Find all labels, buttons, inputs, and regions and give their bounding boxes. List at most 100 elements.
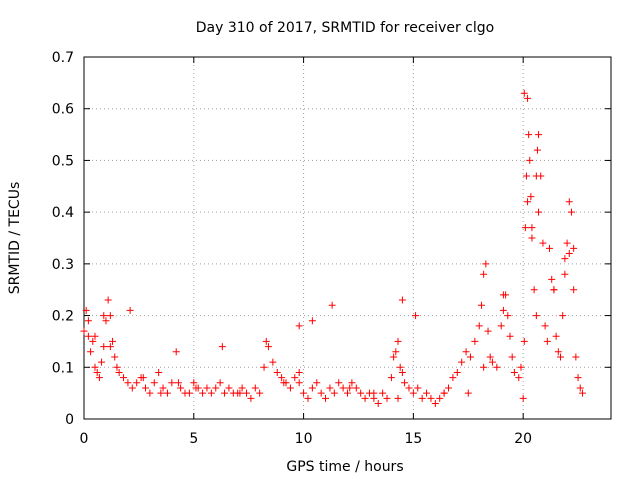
data-point	[100, 343, 108, 351]
data-point	[484, 327, 492, 335]
data-point	[409, 389, 417, 397]
data-point	[528, 224, 536, 232]
data-point	[561, 270, 569, 278]
data-point	[262, 337, 270, 345]
data-point	[535, 208, 543, 216]
data-point	[313, 379, 321, 387]
x-tick-label: 5	[189, 431, 198, 447]
data-point	[330, 389, 338, 397]
data-point	[146, 389, 154, 397]
data-point	[453, 368, 461, 376]
data-point	[106, 312, 114, 320]
data-point	[539, 239, 547, 247]
data-point	[578, 389, 586, 397]
data-point	[414, 384, 422, 392]
data-point	[556, 353, 564, 361]
data-point	[418, 394, 426, 402]
data-point	[431, 399, 439, 407]
data-point	[392, 348, 400, 356]
data-point	[517, 363, 525, 371]
data-point	[379, 389, 387, 397]
data-point	[159, 384, 167, 392]
data-point	[93, 368, 101, 376]
data-point	[84, 317, 92, 325]
data-point	[102, 317, 110, 325]
data-point	[440, 389, 448, 397]
data-point	[466, 353, 474, 361]
data-point	[264, 343, 272, 351]
data-point	[82, 306, 90, 314]
data-point	[572, 353, 580, 361]
data-point	[295, 368, 303, 376]
data-point	[308, 384, 316, 392]
data-point	[339, 384, 347, 392]
data-point	[394, 337, 402, 345]
data-point	[221, 389, 229, 397]
data-point	[304, 394, 312, 402]
data-point	[157, 389, 165, 397]
x-tick-label: 20	[514, 431, 532, 447]
data-point	[190, 379, 198, 387]
y-tick-label: 0.2	[52, 309, 74, 325]
data-point	[150, 379, 158, 387]
data-point	[113, 363, 121, 371]
data-point	[374, 399, 382, 407]
data-point	[346, 384, 354, 392]
data-point	[574, 374, 582, 382]
data-point	[482, 260, 490, 268]
data-point	[390, 353, 398, 361]
data-point	[396, 363, 404, 371]
data-point	[541, 322, 549, 330]
data-point	[216, 379, 224, 387]
data-point	[458, 358, 466, 366]
data-point	[344, 389, 351, 397]
data-point	[480, 270, 488, 278]
data-point	[499, 306, 507, 314]
data-point	[335, 379, 343, 387]
data-point	[174, 379, 182, 387]
data-point	[84, 332, 92, 340]
data-point	[95, 374, 103, 382]
data-point	[561, 255, 569, 263]
data-point	[445, 384, 453, 392]
y-tick-label: 0.6	[52, 102, 74, 118]
data-point	[497, 322, 505, 330]
data-point	[394, 394, 402, 402]
data-point	[493, 363, 501, 371]
data-point	[526, 156, 534, 164]
data-point	[98, 358, 106, 366]
data-point	[115, 368, 123, 376]
data-point	[155, 368, 163, 376]
data-point	[280, 379, 288, 387]
data-point	[462, 348, 470, 356]
data-point	[550, 286, 558, 294]
x-axis-title: GPS time / hours	[286, 459, 403, 475]
x-tick-label: 0	[80, 431, 89, 447]
data-point	[326, 384, 334, 392]
data-point	[543, 337, 551, 345]
data-point	[383, 394, 391, 402]
data-point	[348, 379, 356, 387]
data-point	[522, 172, 530, 180]
data-point	[133, 379, 141, 387]
data-point	[559, 312, 567, 320]
y-tick-label: 0	[65, 412, 74, 428]
data-point	[295, 322, 303, 330]
data-point	[177, 384, 185, 392]
data-point	[269, 358, 277, 366]
data-point	[91, 332, 99, 340]
data-point	[533, 146, 541, 154]
data-point	[519, 394, 527, 402]
data-point	[499, 291, 507, 299]
data-point	[530, 286, 538, 294]
data-point	[357, 389, 365, 397]
data-point	[565, 198, 573, 206]
data-point	[124, 379, 132, 387]
data-point	[128, 384, 136, 392]
data-point	[295, 379, 303, 387]
data-point	[126, 306, 134, 314]
data-point	[172, 348, 180, 356]
data-point	[398, 296, 406, 304]
data-point	[475, 322, 483, 330]
data-point	[120, 374, 128, 382]
